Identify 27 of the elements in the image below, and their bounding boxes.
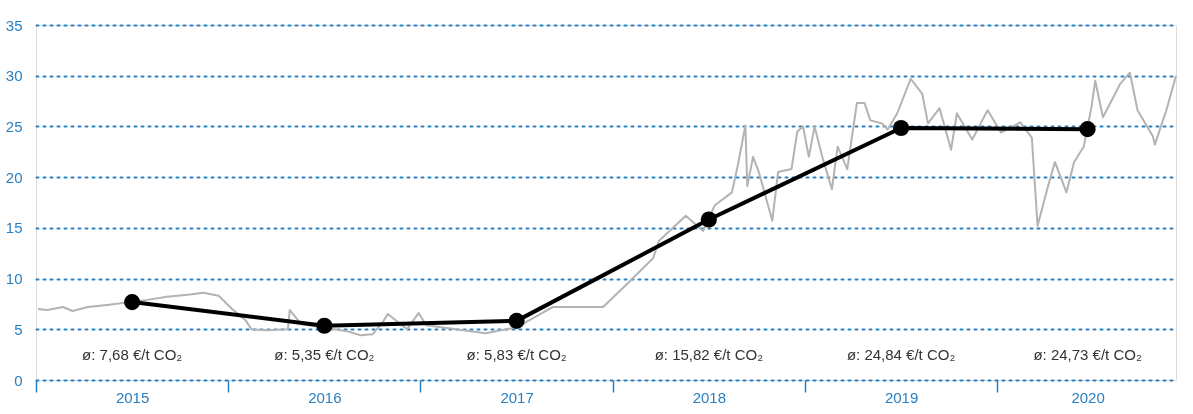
y-tick-label: 35	[5, 16, 23, 34]
annotation: ø: 5,83 €/t CO₂	[466, 346, 567, 363]
y-tick-label: 0	[14, 371, 23, 389]
y-tick-label: 20	[5, 168, 23, 186]
x-tick-label: 2020	[1071, 388, 1105, 406]
line-series	[36, 71, 1177, 337]
y-tick-label: 10	[5, 270, 23, 288]
x-tick-label: 2015	[115, 388, 150, 406]
annotation: ø: 7,68 €/t CO₂	[82, 346, 183, 363]
x-tick-label: 2017	[500, 388, 534, 406]
x-tick-label: 2016	[308, 388, 342, 406]
point	[124, 294, 141, 311]
y-tick-label: 15	[5, 219, 23, 237]
annotation: ø: 24,84 €/t CO₂	[846, 346, 956, 363]
annotation: ø: 15,82 €/t CO₂	[654, 346, 764, 363]
point	[1079, 121, 1096, 138]
y-tick-label: 5	[14, 320, 23, 338]
point	[893, 120, 910, 137]
y-tick-label: 30	[5, 67, 23, 85]
annotation: ø: 5,35 €/t CO₂	[274, 346, 375, 363]
point	[316, 317, 333, 334]
x-tick-label: 2018	[692, 388, 727, 406]
y-tick-label: 25	[5, 117, 23, 135]
point	[700, 211, 717, 228]
x-tick-label: 2019	[884, 388, 919, 406]
annotation: ø: 24,73 €/t CO₂	[1033, 346, 1142, 363]
point	[508, 312, 525, 329]
